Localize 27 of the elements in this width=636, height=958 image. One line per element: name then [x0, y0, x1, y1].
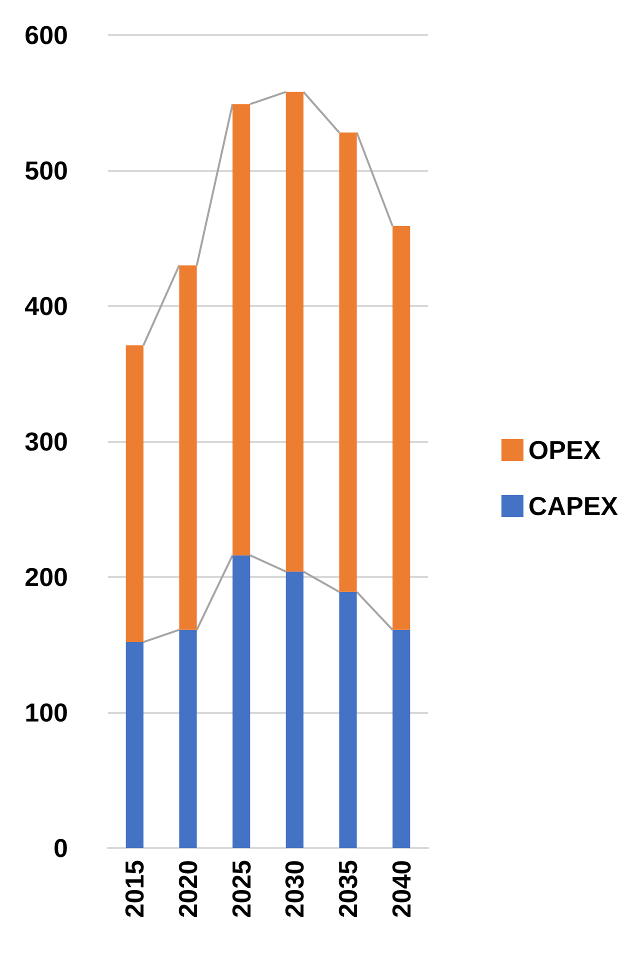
bar [339, 132, 357, 592]
bar [286, 572, 304, 848]
bar [232, 555, 250, 848]
x-tick-label: 2020 [173, 860, 203, 918]
bar [179, 265, 197, 630]
y-tick-label: 100 [24, 698, 68, 728]
y-tick-label: 400 [24, 291, 68, 321]
y-tick-label: 600 [24, 20, 68, 50]
bar [392, 630, 410, 848]
y-tick-label: 500 [24, 156, 68, 186]
bar [232, 104, 250, 556]
y-tick-label: 200 [24, 562, 68, 592]
bar [286, 92, 304, 572]
x-tick-label: 2040 [386, 860, 416, 918]
legend-label: OPEX [528, 435, 602, 465]
bar [126, 345, 144, 642]
y-tick-label: 300 [24, 426, 68, 456]
bar [392, 226, 410, 630]
legend-label: CAPEX [528, 491, 619, 521]
x-tick-label: 2025 [226, 860, 256, 918]
x-tick-label: 2015 [120, 860, 150, 918]
x-tick-label: 2030 [280, 860, 310, 918]
y-tick-label: 0 [54, 833, 68, 863]
bar [339, 592, 357, 848]
bar [179, 630, 197, 848]
bar [126, 642, 144, 848]
x-tick-label: 2035 [333, 860, 363, 918]
